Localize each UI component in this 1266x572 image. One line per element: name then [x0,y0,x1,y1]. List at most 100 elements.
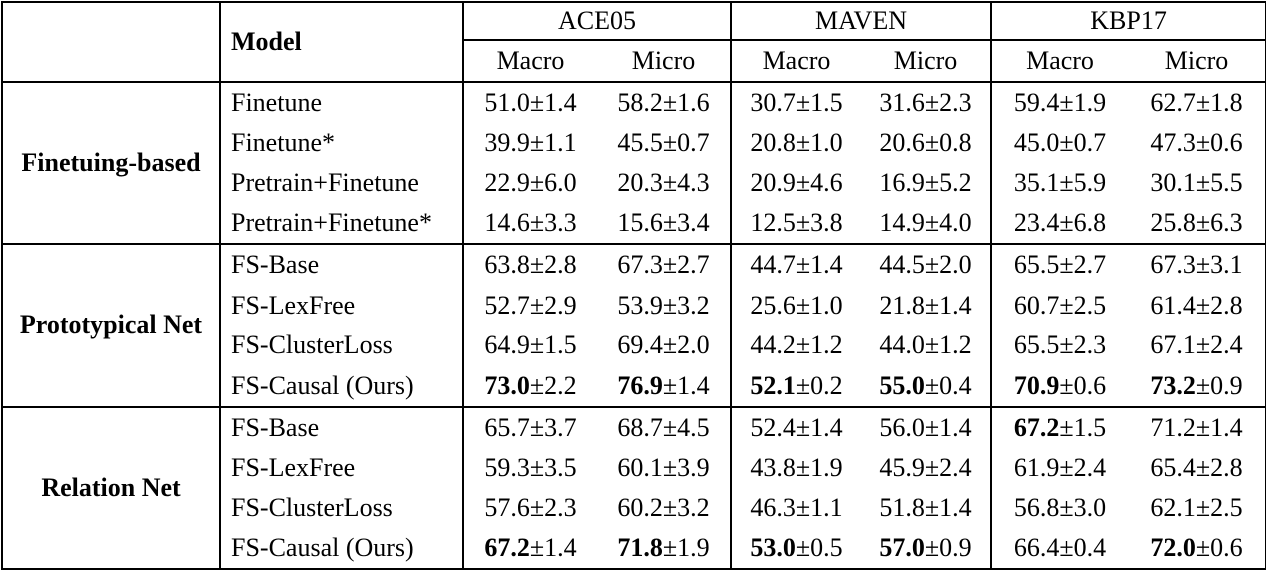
metric-value: 35.1 [1013,168,1060,198]
metric-value: 69.4 [617,330,663,360]
metric-stddev: ±2.8 [1195,452,1243,482]
metric-cell: 65.7±3.7 [462,406,597,448]
metric-value: 63.8 [484,250,530,280]
metric-cell: 59.4±1.9 [990,82,1129,124]
metric-stddev: ±4.5 [662,412,710,442]
metric-stddev: ±1.2 [924,330,972,360]
metric-cell: 25.6±1.0 [730,285,861,326]
metric-cell: 67.2±1.5 [990,406,1129,448]
metric-stddev: ±0.4 [924,370,972,400]
metric-value: 53.9 [617,290,663,320]
metric-cell: 72.0±0.6 [1128,528,1266,569]
metric-value: 62.7 [1150,88,1196,118]
metric-cell: 63.8±2.8 [462,244,597,286]
metric-cell: 60.7±2.5 [990,285,1129,326]
metric-stddev: ±2.3 [924,88,972,118]
metric-value: 61.9 [1013,452,1060,482]
metric-value: 76.9 [617,370,663,400]
subheader-maven-macro: Macro [730,40,861,83]
metric-value: 12.5 [750,208,796,238]
metric-cell: 20.3±4.3 [597,163,731,203]
metric-cell: 16.9±5.2 [861,163,991,203]
metric-value: 45.5 [617,128,663,158]
metric-cell: 76.9±1.4 [597,365,731,406]
metric-cell: 62.7±1.8 [1128,82,1266,123]
metric-cell: 35.1±5.9 [990,163,1129,204]
table-row: FS-Causal (Ours) 73.0±2.2 76.9±1.4 52.1±… [2,365,1266,407]
metric-cell: 30.7±1.5 [730,82,861,124]
metric-stddev: ±4.6 [795,168,843,198]
metric-value: 25.6 [750,290,796,320]
metric-cell: 25.8±6.3 [1128,203,1266,244]
metric-stddev: ±0.8 [924,128,972,158]
group-finetuning-based: Finetuing-based Finetune 51.0±1.4 58.2±1… [2,82,1266,245]
metric-cell: 52.4±1.4 [730,406,861,448]
metric-value: 60.7 [1013,290,1060,320]
metric-cell: 20.9±4.6 [730,163,861,204]
model-name: Pretrain+Finetune* [219,203,463,245]
metric-cell: 67.3±3.1 [1128,244,1266,285]
metric-stddev: ±1.5 [529,330,577,360]
corner-cell [2,2,220,83]
metric-value: 45.9 [879,452,925,482]
metric-value: 65.5 [1013,250,1060,280]
metric-value: 14.6 [484,208,530,238]
metric-cell: 57.0±0.9 [861,528,991,569]
table-row: Pretrain+Finetune* 14.6±3.3 15.6±3.4 12.… [2,203,1266,245]
metric-stddev: ±3.0 [1059,492,1107,522]
metric-cell: 51.0±1.4 [462,82,597,124]
metric-stddev: ±1.9 [662,532,710,562]
metric-value: 73.0 [484,370,530,400]
table-row: Prototypical Net FS-Base 63.8±2.8 67.3±2… [2,244,1266,339]
metric-cell: 14.6±3.3 [462,203,597,245]
metric-cell: 66.4±0.4 [990,527,1129,569]
metric-cell: 73.0±2.2 [462,365,597,407]
metric-stddev: ±3.2 [662,290,710,320]
metric-cell: 67.2±1.4 [462,527,597,569]
metric-value: 58.2 [617,88,663,118]
row-group-label: Relation Net [41,472,181,502]
table-header: Model ACE05 MAVEN KBP17 Macro Micro Macr… [2,2,1266,83]
metric-value: 57.0 [879,532,925,562]
model-name: FS-ClusterLoss [219,487,463,528]
metric-cell: 65.5±2.7 [990,244,1129,286]
metric-stddev: ±2.0 [662,330,710,360]
metric-value: 52.7 [484,290,530,320]
metric-stddev: ±3.5 [529,452,577,482]
metric-stddev: ±1.6 [662,88,710,118]
metric-cell: 60.1±3.9 [597,448,731,488]
model-name: FS-Base [219,244,463,286]
table-row: FS-ClusterLoss 57.6±2.3 60.2±3.2 46.3±1.… [2,487,1266,528]
model-name: FS-ClusterLoss [219,325,463,366]
metric-stddev: ±2.4 [1195,330,1243,360]
metric-value: 70.9 [1013,370,1060,400]
metric-value: 43.8 [750,452,796,482]
metric-stddev: ±2.8 [529,250,577,280]
metric-cell: 64.9±1.5 [462,325,597,366]
table-row: Pretrain+Finetune 22.9±6.0 20.3±4.3 20.9… [2,163,1266,204]
metric-cell: 22.9±6.0 [462,163,597,204]
metric-stddev: ±3.9 [662,452,710,482]
metric-value: 65.4 [1150,452,1196,482]
model-name: FS-LexFree [219,285,463,326]
metric-stddev: ±3.2 [662,492,710,522]
metric-value: 72.0 [1150,532,1196,562]
model-name: FS-Causal (Ours) [219,527,463,569]
subheader-ace05-macro: Macro [462,40,597,83]
metric-value: 71.8 [617,532,663,562]
metric-stddev: ±1.4 [1195,412,1243,442]
metric-cell: 47.3±0.6 [1128,123,1266,163]
row-group-label: Finetuing-based [21,148,201,178]
model-name: Finetune [219,82,463,124]
metric-cell: 52.1±0.2 [730,365,861,407]
metric-cell: 20.6±0.8 [861,123,991,163]
metric-stddev: ±1.1 [529,128,577,158]
metric-stddev: ±2.3 [529,492,577,522]
metric-stddev: ±0.7 [1059,128,1107,158]
metric-cell: 56.8±3.0 [990,487,1129,528]
metric-cell: 46.3±1.1 [730,487,861,528]
metric-stddev: ±0.6 [1059,370,1107,400]
metric-stddev: ±3.7 [529,412,577,442]
metric-stddev: ±2.0 [924,250,972,280]
metric-stddev: ±2.4 [1059,452,1107,482]
